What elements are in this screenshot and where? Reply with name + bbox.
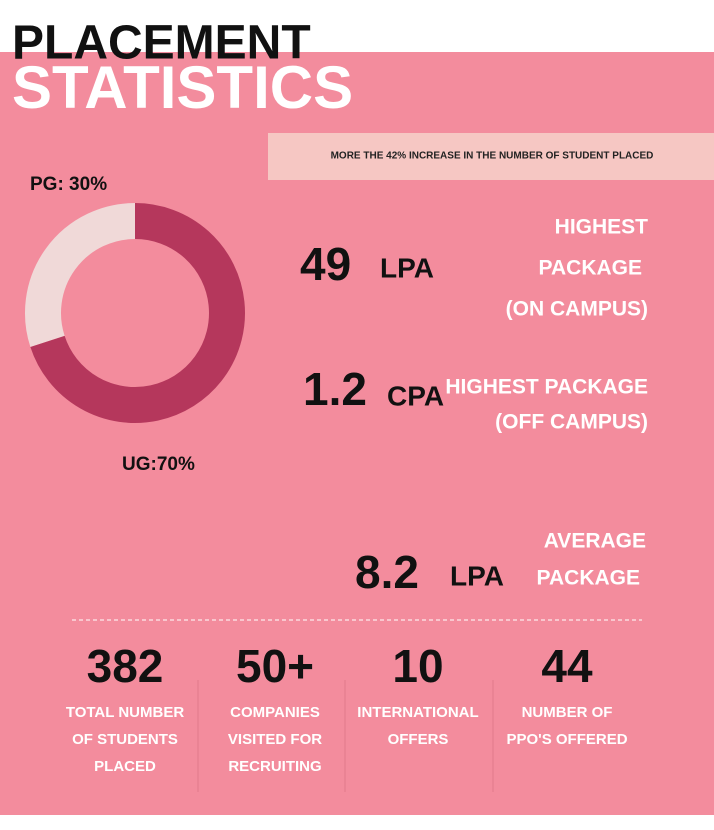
summary-value: 10 bbox=[392, 640, 443, 692]
summary-label: OFFERS bbox=[388, 731, 449, 748]
donut-segment bbox=[25, 203, 136, 347]
summary-label: NUMBER OF bbox=[522, 704, 613, 721]
package-label: (OFF CAMPUS) bbox=[495, 411, 648, 434]
package-label: PACKAGE bbox=[539, 257, 642, 280]
package-unit: LPA bbox=[450, 560, 504, 591]
banner bbox=[268, 133, 714, 180]
donut-chart bbox=[25, 203, 245, 423]
package-label: (ON CAMPUS) bbox=[506, 298, 648, 321]
title-line-2: STATISTICS bbox=[12, 54, 353, 121]
package-value: 1.2 bbox=[303, 363, 367, 415]
package-unit: CPA bbox=[387, 380, 444, 411]
summary-label: VISITED FOR bbox=[228, 731, 322, 748]
summary-value: 50+ bbox=[236, 640, 314, 692]
package-value: 49 bbox=[300, 238, 351, 290]
donut-segment bbox=[30, 203, 245, 423]
title-line-1: PLACEMENT bbox=[12, 17, 311, 70]
summary-label: COMPANIES bbox=[230, 704, 320, 721]
summary-label: PLACED bbox=[94, 758, 156, 775]
package-value: 8.2 bbox=[355, 546, 419, 598]
summary-label: TOTAL NUMBER bbox=[66, 704, 184, 721]
donut-label: UG:70% bbox=[122, 454, 195, 475]
summary-label: PPO'S OFFERED bbox=[506, 731, 627, 748]
package-label: HIGHEST PACKAGE bbox=[445, 376, 648, 399]
summary-value: 44 bbox=[541, 640, 593, 692]
package-label: AVERAGE bbox=[544, 530, 646, 553]
summary: 382 TOTAL NUMBER OF STUDENTS PLACED 50+ COMPA… bbox=[66, 640, 628, 775]
banner-text: MORE THE 42% INCREASE IN THE NUMBER OF S… bbox=[331, 151, 654, 162]
package-unit: LPA bbox=[380, 252, 434, 283]
package-label: HIGHEST bbox=[555, 216, 649, 239]
package-label: PACKAGE bbox=[537, 567, 640, 590]
summary-value: 382 bbox=[87, 640, 164, 692]
summary-label: OF STUDENTS bbox=[72, 731, 178, 748]
summary-label: RECRUITING bbox=[228, 758, 321, 775]
donut-label: PG: 30% bbox=[30, 174, 107, 195]
summary-label: INTERNATIONAL bbox=[357, 704, 478, 721]
